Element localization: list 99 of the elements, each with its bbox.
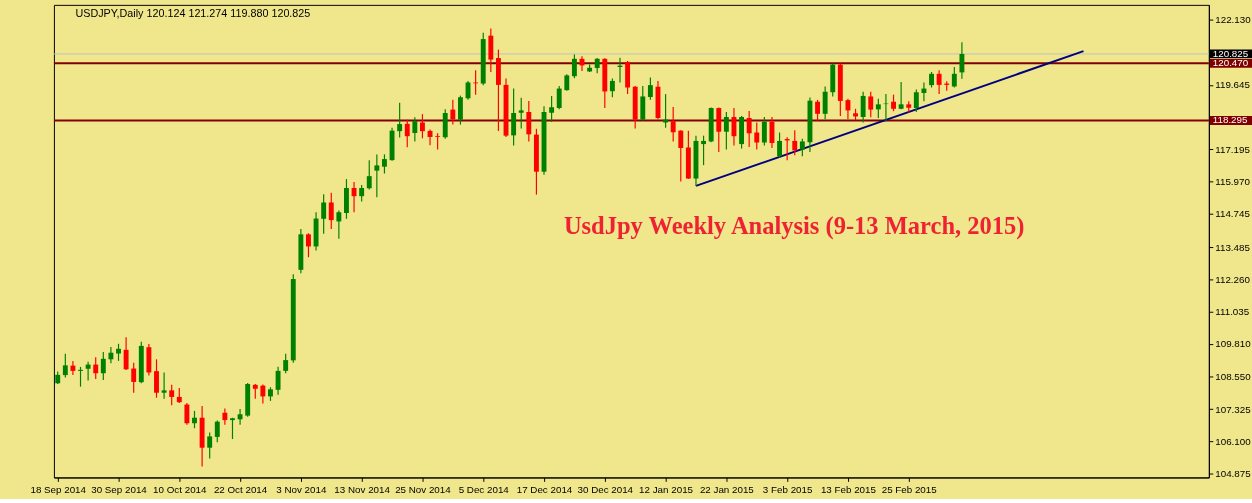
candlestick — [161, 371, 167, 400]
candlestick — [549, 95, 555, 123]
candlestick — [526, 100, 532, 143]
candlestick — [670, 106, 676, 143]
candlestick — [822, 85, 828, 120]
candlestick — [123, 336, 129, 371]
candlestick — [131, 362, 137, 394]
candlestick — [412, 116, 418, 143]
candlestick — [921, 81, 927, 102]
candlestick — [723, 111, 729, 151]
candlestick — [275, 366, 281, 396]
candlestick — [351, 181, 357, 213]
candlestick — [78, 366, 83, 388]
y-tick-label: 112.260 — [1215, 273, 1251, 285]
x-tick-label: 3 Nov 2014 — [276, 483, 327, 495]
candlestick — [647, 76, 653, 101]
candlestick — [260, 383, 266, 405]
x-tick-label: 30 Dec 2014 — [577, 483, 634, 495]
ref-line-label: 120.825 — [1212, 47, 1249, 59]
x-tick-label: 22 Oct 2014 — [213, 483, 268, 495]
candlestick — [761, 116, 767, 146]
candlestick — [511, 87, 517, 146]
candlestick — [207, 431, 213, 460]
x-tick-label: 5 Dec 2014 — [458, 483, 510, 495]
candlestick — [845, 98, 851, 120]
x-tick-label: 17 Dec 2014 — [516, 483, 573, 495]
y-tick-label: 107.325 — [1215, 403, 1252, 415]
x-tick-label: 12 Jan 2015 — [639, 483, 694, 495]
candlestick — [860, 91, 866, 124]
candlestick — [366, 159, 372, 191]
x-tick-label: 30 Sep 2014 — [91, 483, 148, 495]
candlestick — [404, 119, 410, 148]
y-tick-label: 109.810 — [1215, 338, 1252, 350]
candlestick — [868, 91, 874, 118]
candlestick — [716, 106, 722, 153]
x-tick-label: 18 Sep 2014 — [30, 483, 87, 495]
ref-line-label: 118.295 — [1212, 114, 1249, 126]
candlestick — [777, 131, 783, 159]
candlestick — [62, 353, 68, 379]
y-tick-label: 104.875 — [1215, 468, 1252, 480]
candlestick — [450, 99, 456, 126]
x-tick-label: 13 Nov 2014 — [334, 483, 391, 495]
candlestick — [237, 408, 243, 426]
candlestick — [336, 209, 342, 240]
candlestick — [875, 98, 881, 119]
candlestick — [792, 129, 798, 156]
candlestick — [108, 346, 114, 364]
candlestick — [70, 360, 76, 376]
candlestick — [214, 420, 220, 443]
candlestick — [397, 102, 403, 139]
candlestick — [556, 85, 562, 110]
candlestick — [678, 129, 684, 183]
annotation: UsdJpy Weekly Analysis (9-13 March, 2015) — [563, 212, 1025, 241]
candlestick — [321, 193, 327, 235]
x-tick-label: 25 Feb 2015 — [881, 483, 938, 495]
y-tick-label: 115.970 — [1215, 176, 1251, 188]
candlestick — [100, 351, 106, 381]
x-tick-label: 3 Feb 2015 — [762, 483, 813, 495]
candlestick — [701, 135, 707, 166]
candlestick — [746, 110, 752, 148]
candlestick — [959, 41, 965, 80]
candlestick — [85, 361, 91, 382]
y-tick-label: 108.550 — [1215, 371, 1252, 383]
candlestick — [154, 358, 159, 399]
chart-title: USDJPY,Daily 120.124 121.274 119.880 120.825 — [75, 6, 311, 19]
y-tick-label: 122.130 — [1215, 14, 1252, 26]
candlestick — [328, 192, 334, 230]
candlestick — [951, 66, 957, 89]
candlestick — [571, 54, 577, 79]
y-tick-label: 111.035 — [1215, 305, 1250, 317]
candlestick — [913, 89, 919, 113]
y-tick-label: 106.100 — [1215, 435, 1252, 447]
x-tick-label: 10 Oct 2014 — [153, 483, 208, 495]
x-tick-label: 13 Feb 2015 — [820, 483, 877, 495]
candlestick — [419, 113, 425, 139]
candlestick — [488, 27, 494, 73]
y-tick-label: 117.195 — [1215, 143, 1251, 155]
candlestick — [518, 97, 524, 130]
candlestick — [815, 99, 820, 122]
candlestick — [306, 232, 311, 258]
y-tick-label: 113.485 — [1215, 241, 1251, 253]
candlestick — [184, 402, 190, 426]
candlestick — [93, 356, 99, 380]
candlestick — [169, 384, 175, 406]
candlestick — [754, 121, 760, 151]
y-tick-label: 119.645 — [1215, 79, 1251, 91]
ref-line-label: 120.470 — [1212, 57, 1249, 69]
candlestick — [374, 154, 380, 198]
candlestick — [283, 353, 289, 374]
candlestick — [936, 69, 942, 95]
candlestick — [640, 85, 646, 121]
x-tick-label: 22 Jan 2015 — [699, 483, 755, 495]
candlestick — [457, 95, 463, 126]
candlestick — [609, 77, 615, 98]
y-tick-label: 114.745 — [1215, 208, 1251, 220]
candlestick — [898, 81, 904, 110]
x-tick-label: 25 Nov 2014 — [395, 483, 452, 495]
candlestick — [382, 153, 387, 175]
candlestick — [222, 407, 228, 426]
